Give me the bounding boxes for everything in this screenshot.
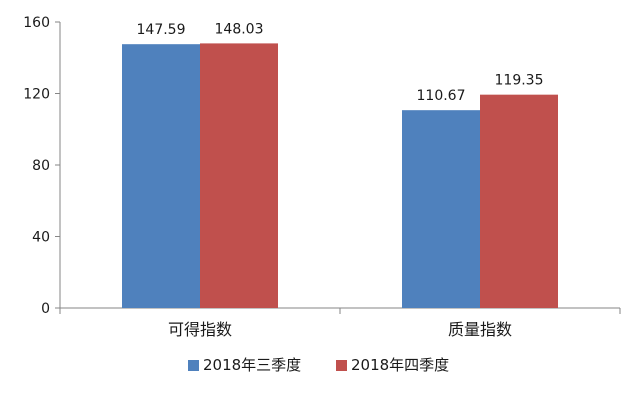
x-category-label: 质量指数 — [448, 320, 512, 339]
legend-swatch-2 — [336, 360, 347, 371]
y-tick-label: 120 — [23, 87, 50, 103]
y-tick-label: 0 — [41, 301, 50, 317]
x-category-label: 可得指数 — [168, 320, 232, 339]
legend-swatch-1 — [188, 360, 199, 371]
bar-1-1 — [122, 44, 200, 309]
data-label-1-2: 110.67 — [417, 88, 466, 104]
data-labels: 147.59 148.03 110.67 119.35 — [137, 21, 544, 104]
legend: 2018年三季度 2018年四季度 — [188, 356, 449, 374]
y-tick-label: 80 — [32, 158, 50, 174]
legend-label-2: 2018年四季度 — [351, 356, 449, 374]
y-tick-label: 40 — [32, 230, 50, 246]
data-label-2-2: 119.35 — [495, 73, 544, 89]
bar-2-2 — [480, 94, 558, 309]
data-label-1-1: 147.59 — [137, 22, 186, 38]
bars — [122, 43, 558, 309]
data-label-2-1: 148.03 — [215, 21, 264, 37]
bar-1-2 — [402, 110, 480, 309]
axes: 0 40 80 120 160 可得指数 质量指数 — [23, 15, 621, 339]
y-tick-label: 160 — [23, 15, 50, 31]
legend-label-1: 2018年三季度 — [203, 356, 301, 374]
bar-2-1 — [200, 43, 278, 309]
